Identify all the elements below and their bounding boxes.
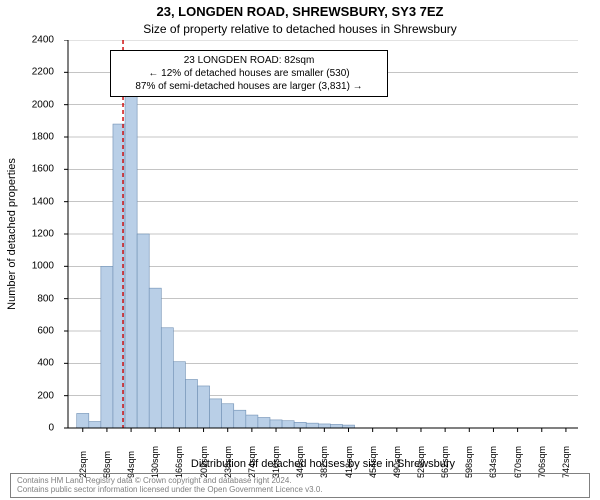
- page-title-line2: Size of property relative to detached ho…: [0, 22, 600, 36]
- y-tick-label: 1400: [4, 196, 54, 207]
- y-tick-label: 200: [4, 390, 54, 401]
- histogram-bar: [185, 380, 197, 429]
- page-title-line1: 23, LONGDEN ROAD, SHREWSBURY, SY3 7EZ: [0, 4, 600, 19]
- annotation-line1: 23 LONGDEN ROAD: 82sqm: [119, 54, 379, 67]
- footer-attribution: Contains HM Land Registry data © Crown c…: [10, 473, 590, 498]
- annotation-box: 23 LONGDEN ROAD: 82sqm ← 12% of detached…: [110, 50, 388, 97]
- y-tick-label: 1800: [4, 132, 54, 143]
- histogram-bar: [198, 386, 210, 428]
- y-tick-label: 2200: [4, 67, 54, 78]
- y-tick-label: 1200: [4, 229, 54, 240]
- histogram-bar: [161, 328, 173, 428]
- footer-line2: Contains public sector information licen…: [17, 485, 583, 495]
- x-axis-label: Distribution of detached houses by size …: [68, 458, 578, 470]
- histogram-bar: [173, 362, 185, 428]
- histogram-bar: [101, 266, 113, 428]
- y-tick-label: 400: [4, 358, 54, 369]
- chart-plot-area: [68, 40, 578, 428]
- y-tick-label: 600: [4, 326, 54, 337]
- histogram-bar: [246, 415, 258, 428]
- histogram-bar: [137, 234, 149, 428]
- histogram-bar: [77, 413, 89, 428]
- histogram-bar: [258, 417, 270, 428]
- y-tick-label: 2000: [4, 99, 54, 110]
- histogram-bar: [210, 399, 222, 428]
- annotation-line2: ← 12% of detached houses are smaller (53…: [119, 67, 379, 80]
- y-tick-label: 1000: [4, 261, 54, 272]
- y-tick-label: 800: [4, 293, 54, 304]
- y-axis-ticks: 0200400600800100012001400160018002000220…: [0, 40, 62, 428]
- histogram-bar: [125, 59, 137, 428]
- x-axis-ticks: 22sqm58sqm94sqm130sqm166sqm202sqm238sqm2…: [68, 428, 578, 458]
- footer-line1: Contains HM Land Registry data © Crown c…: [17, 476, 583, 486]
- y-tick-label: 2400: [4, 35, 54, 46]
- histogram-svg: [63, 40, 578, 433]
- histogram-bar: [222, 404, 234, 428]
- histogram-bar: [282, 421, 294, 428]
- annotation-line3: 87% of semi-detached houses are larger (…: [119, 80, 379, 93]
- histogram-bar: [149, 288, 161, 428]
- y-tick-label: 1600: [4, 164, 54, 175]
- histogram-bar: [234, 410, 246, 428]
- histogram-bar: [270, 420, 282, 428]
- y-tick-label: 0: [4, 423, 54, 434]
